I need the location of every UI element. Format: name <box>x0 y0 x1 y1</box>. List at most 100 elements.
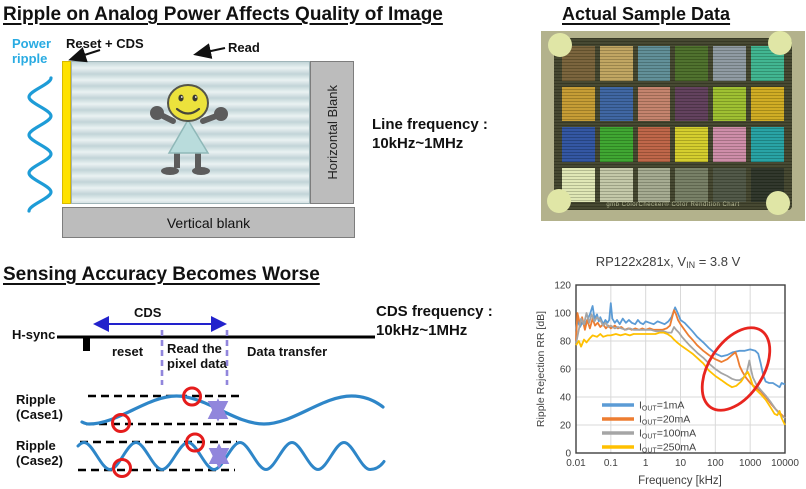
top-left-overlay <box>27 43 226 213</box>
power-ripple-line2: ripple <box>12 51 48 66</box>
hsync-pulse <box>83 337 90 351</box>
read-pixel-label: Read the pixel data <box>167 341 227 371</box>
figure-left-eye-glint <box>180 96 183 98</box>
power-ripple-line1: Power <box>12 36 52 51</box>
cds-frequency-text: CDS frequency : 10kHz~1MHz <box>376 302 493 340</box>
y-tick-label: 80 <box>560 337 572 348</box>
color-patch <box>713 167 747 202</box>
photo-corner-marker <box>768 31 792 55</box>
y-tick-label: 60 <box>560 365 572 376</box>
color-patch <box>599 127 633 162</box>
color-patch <box>599 46 633 81</box>
color-patch <box>599 167 633 202</box>
plot-border <box>575 284 786 454</box>
reset-cds-column-bar <box>62 61 71 204</box>
hsync-label: H-sync <box>12 327 56 342</box>
y-tick-label: 40 <box>560 393 572 404</box>
vertical-blank-bar: Vertical blank <box>62 207 355 238</box>
figure-right-hand <box>214 107 228 121</box>
x-tick-label: 1 <box>643 458 649 469</box>
color-patch <box>637 167 671 202</box>
chart-tick-labels: 0 20 40 60 80 100 120 0.01 0.1 1 10 100 1000 10000 <box>554 281 799 470</box>
color-patch <box>675 167 709 202</box>
ripple-case2-line1: Ripple <box>16 438 56 453</box>
photo-corner-marker <box>548 33 572 57</box>
case2-reset-sample-marker <box>112 458 132 478</box>
x-tick-label: 10 <box>675 458 687 469</box>
color-checker-grid <box>562 46 784 202</box>
chart-title-sub: IN <box>686 260 696 270</box>
color-patch <box>713 127 747 162</box>
section-title-sample-data: Actual Sample Data <box>562 4 731 24</box>
case1-read-sample-marker <box>182 386 202 407</box>
data-transfer-label: Data transfer <box>247 344 328 359</box>
color-checker-photo: gmb ColorChecker® Color Rendition Chart <box>541 31 805 221</box>
read-arrow <box>193 43 226 59</box>
color-patch <box>675 86 709 121</box>
cds-frequency-value: 10kHz~1MHz <box>376 322 468 339</box>
line-frequency-value: 10kHz~1MHz <box>372 135 464 152</box>
read-label: Read <box>228 40 260 55</box>
timing-diagram <box>57 316 386 478</box>
y-tick-label: 120 <box>554 281 571 292</box>
x-tick-label: 0.01 <box>566 458 586 469</box>
chart-title-suffix: = 3.8 V <box>695 254 741 269</box>
read-pixel-line2: pixel data <box>167 356 227 371</box>
figure-right-eye-glint <box>194 96 197 98</box>
reset-cds-arrow <box>68 47 101 63</box>
color-checker-caption: gmb ColorChecker® Color Rendition Chart <box>554 202 792 208</box>
color-checker-logo: gmb <box>606 202 620 208</box>
y-tick-label: 20 <box>560 421 572 432</box>
y-axis-title: Ripple Rejection RR [dB] <box>535 311 547 427</box>
x-tick-label: 10000 <box>771 458 799 469</box>
color-patch <box>713 86 747 121</box>
smiley-figure-icon <box>150 84 228 175</box>
color-patch <box>751 86 784 121</box>
power-ripple-label: Power ripple <box>12 36 51 66</box>
line-frequency-text: Line frequency : 10kHz~1MHz <box>372 115 488 153</box>
highlight-ellipse <box>700 326 772 412</box>
figure-left-foot <box>161 167 179 175</box>
series-line-250mA <box>575 331 786 426</box>
color-patch <box>599 86 633 121</box>
ripple-case2-label: Ripple (Case2) <box>16 438 63 468</box>
section-title-sensing: Sensing Accuracy Becomes Worse <box>3 264 320 285</box>
horizontal-blank-bar: Horizontal Blank <box>310 61 354 204</box>
x-tick-label: 1000 <box>739 458 762 469</box>
case2-read-sample-marker <box>185 432 205 453</box>
vertical-blank-label: Vertical blank <box>166 214 251 231</box>
photo-corner-marker <box>547 189 571 213</box>
chart-title-prefix: RP122x281x, V <box>595 254 687 269</box>
power-ripple-wave <box>27 76 53 213</box>
x-axis-title: Frequency [kHz] <box>638 475 722 487</box>
color-patch <box>562 127 595 162</box>
chart-canvas: 0 20 40 60 80 100 120 0.01 0.1 1 10 100 1000 10000 IO… <box>535 281 799 488</box>
chart-series <box>575 302 786 426</box>
color-checker-caption-text: ColorChecker® Color Rendition Chart <box>621 202 740 208</box>
section-title-ripple: Ripple on Analog Power Affects Quality o… <box>3 4 443 25</box>
ripple-case2-line2: (Case2) <box>16 453 63 468</box>
color-patch <box>637 86 671 121</box>
chart-title: RP122x281x, VIN = 3.8 V <box>530 254 806 270</box>
case1-reset-sample-marker <box>111 413 131 433</box>
reset-label: reset <box>112 344 144 359</box>
y-tick-label: 0 <box>565 449 571 460</box>
color-patch <box>751 127 784 162</box>
read-pixel-line1: Read the <box>167 341 222 356</box>
series-line-100mA <box>575 312 786 419</box>
color-patch <box>713 46 747 81</box>
cds-frequency-label: CDS frequency : <box>376 303 493 320</box>
photo-corner-marker <box>766 191 790 215</box>
line-frequency-label: Line frequency : <box>372 116 488 133</box>
ripple-case1-line2: (Case1) <box>16 407 63 422</box>
figure-smile <box>175 107 201 115</box>
series-line-20mA <box>575 309 786 419</box>
figure-face <box>167 84 209 122</box>
ripple-case1-line1: Ripple <box>16 392 56 407</box>
x-tick-label: 100 <box>707 458 724 469</box>
x-tick-label: 0.1 <box>604 458 618 469</box>
figure-left-hand <box>150 106 164 120</box>
legend-label: IOUT=20mA <box>639 414 690 427</box>
